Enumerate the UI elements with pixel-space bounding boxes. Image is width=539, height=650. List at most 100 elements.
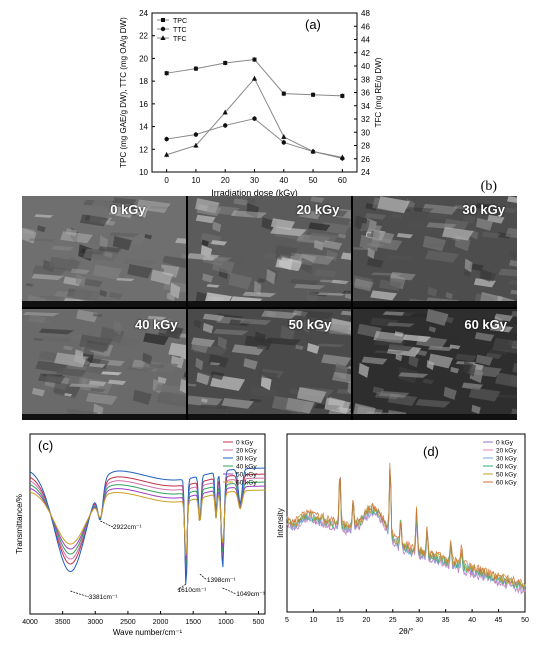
y-right-tick-label: 44 (361, 36, 370, 45)
data-point (164, 136, 169, 142)
plot-frame (29, 433, 266, 615)
panel-label-c: (c) (38, 438, 53, 453)
sem-label: 30 kGy (462, 202, 505, 217)
y-tick-label: 16 (139, 100, 148, 109)
x-tick-label: 4000 (22, 619, 38, 626)
annotation-leader (199, 573, 208, 581)
sem-scalebar (353, 301, 517, 307)
legend-label: 0 kGy (496, 440, 514, 447)
legend-marker (160, 35, 166, 40)
legend-label: 30 kGy (496, 456, 517, 463)
x-tick-label: 50 (521, 617, 529, 624)
chart-c-svg: 4000 3500 3000 2500 2000 1500 1000 500 Wave numb… (15, 433, 266, 637)
y-right-tick-label: 40 (361, 62, 370, 71)
x-tick-label: 3000 (87, 619, 103, 626)
x-axis-label: 2θ/° (399, 627, 413, 636)
x-tick-label: 20 (221, 176, 230, 185)
chart-d-svg: 5 10 15 20 25 30 35 40 45 50 2θ/° Intensity (d) 0 kGy… (276, 433, 529, 636)
annotation-leader (100, 520, 114, 528)
sem-image-30kgy: 30 kGy (353, 196, 517, 307)
y-tick-label: 14 (139, 123, 148, 132)
series-line (29, 473, 265, 577)
series-line (286, 462, 526, 589)
sem-image-40kgy: 40 kGy (22, 309, 186, 420)
sem-label: 20 kGy (296, 202, 340, 217)
annotation-label: 1398cm⁻¹ (207, 577, 237, 584)
data-point (193, 142, 199, 148)
legend-marker (160, 26, 166, 32)
sem-scalebar (22, 414, 186, 420)
y-right-tick-label: 42 (361, 49, 370, 58)
sem-texture (22, 196, 186, 307)
x-tick-label: 30 (415, 617, 423, 624)
legend-label: TTC (173, 27, 187, 34)
annotation-label: 3381cm⁻¹ (89, 594, 119, 601)
series-line (29, 485, 265, 562)
x-tick-label: 50 (309, 176, 318, 185)
x-tick-label: 25 (389, 617, 397, 624)
chart-c: 4000 3500 3000 2500 2000 1500 1000 500 Wave numb… (0, 424, 275, 645)
legend-label: TFC (173, 36, 187, 43)
x-tick-label: 40 (279, 176, 288, 185)
y-tick-label: 10 (139, 168, 148, 177)
panel-label-b: (b) (480, 179, 497, 194)
y-tick-label: 18 (139, 77, 148, 86)
y-axis-label: Transmittance/% (15, 494, 24, 554)
data-point (223, 60, 228, 65)
sem-texture (187, 196, 352, 307)
y-right-tick-label: 32 (361, 115, 370, 124)
series-line (29, 489, 265, 556)
sem-label: 60 kGy (464, 317, 507, 332)
data-point (311, 92, 316, 97)
data-point (252, 116, 257, 121)
legend-label: TPC (173, 18, 187, 25)
legend-label: 30 kGy (236, 456, 257, 463)
data-point (281, 91, 286, 96)
chart-d: 5 10 15 20 25 30 35 40 45 50 2θ/° Intensity (d) 0 kGy… (275, 424, 539, 645)
sem-texture (187, 310, 352, 420)
x-tick-label: 60 (338, 176, 347, 185)
y-tick-label: 22 (139, 32, 148, 41)
x-tick-label: 500 (253, 619, 265, 626)
sem-panel: (b) 0 kGy 20 kGy 30 kGy 40 kGy 50 kGy 60… (0, 179, 539, 424)
data-point (339, 154, 345, 160)
data-point (223, 123, 228, 128)
sem-scalebar (353, 414, 517, 420)
sem-image-60kgy: 60 kGy (353, 309, 517, 420)
sem-label: 0 kGy (110, 202, 146, 217)
data-point (252, 57, 257, 62)
legend-marker (161, 18, 165, 22)
sem-image-0kgy: 0 kGy (22, 196, 186, 307)
x-tick-label: 2000 (153, 619, 169, 626)
y-right-tick-label: 36 (361, 89, 370, 98)
series-line (29, 467, 265, 585)
x-tick-label: 2500 (120, 619, 136, 626)
y-axis-label: Intensity (276, 508, 285, 538)
x-tick-label: 0 (164, 176, 169, 185)
x-tick-label: 5 (285, 617, 289, 624)
annotation-leader (70, 590, 89, 598)
x-tick-label: 40 (468, 617, 476, 624)
x-tick-label: 15 (336, 617, 344, 624)
series-line (29, 481, 265, 567)
sem-texture (353, 309, 517, 420)
x-tick-label: 10 (310, 617, 318, 624)
y-right-tick-label: 34 (361, 102, 370, 111)
y-right-tick-label: 30 (361, 128, 370, 137)
sem-grid: 0 kGy 20 kGy 30 kGy 40 kGy 50 kGy 60 kGy (22, 196, 517, 420)
y-tick-label: 20 (139, 54, 148, 63)
y-right-axis-label: TFC (mg RE/g DW) (374, 57, 383, 127)
legend-label: 0 kGy (236, 440, 254, 447)
data-point (340, 93, 345, 98)
legend-label: 60 kGy (496, 480, 517, 487)
x-tick-label: 10 (191, 176, 200, 185)
y-right-tick-label: 24 (361, 168, 370, 177)
data-point (193, 66, 198, 71)
x-axis-label: Irradiation dose (kGy) (211, 188, 298, 198)
annotation-label: 2922cm⁻¹ (113, 524, 143, 531)
data-point (222, 109, 228, 115)
legend-label: 40 kGy (496, 464, 517, 471)
data-point (281, 140, 286, 145)
sem-label: 50 kGy (288, 317, 332, 332)
sem-scalebar (187, 301, 352, 307)
